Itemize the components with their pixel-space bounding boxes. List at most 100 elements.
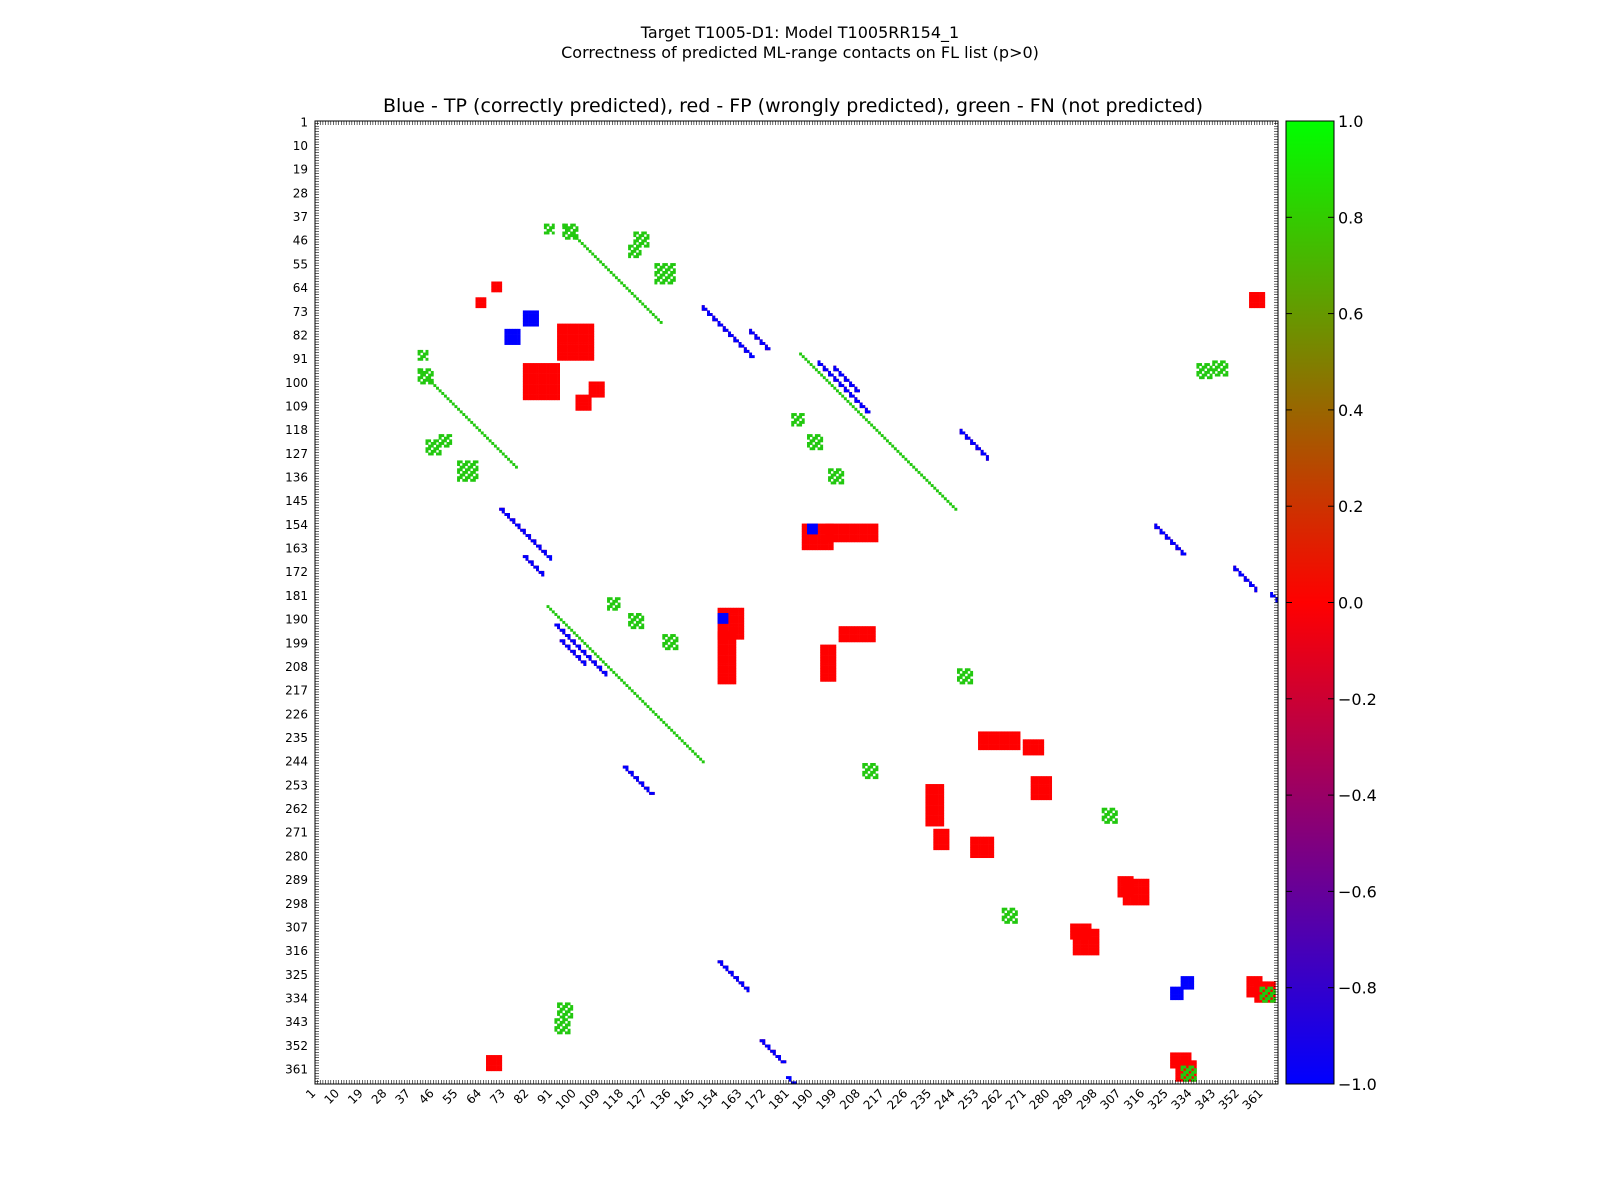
contact-cell-fp — [933, 820, 937, 824]
contact-cell-fp — [564, 355, 568, 359]
contact-cell-fp — [825, 647, 829, 651]
contact-cell-fp — [941, 799, 945, 803]
contact-cell-fp — [1017, 744, 1021, 748]
contact-cell-fp — [575, 357, 579, 361]
contact-cell-fp — [820, 673, 824, 677]
contact-cell-fp — [859, 536, 863, 540]
contact-cell-fp — [870, 628, 874, 632]
contact-cell-fn — [809, 363, 813, 366]
contact-cell-fp — [557, 349, 560, 353]
contact-cell-fp — [1033, 794, 1037, 798]
contact-cell-tp — [522, 531, 526, 535]
contact-cell-fn — [809, 439, 813, 443]
contact-cell-fp — [496, 1057, 500, 1061]
contact-cell-fp — [983, 731, 987, 735]
contact-cell-fp — [988, 734, 992, 737]
contact-cell-fn — [614, 599, 618, 603]
contact-cell-fn — [1272, 989, 1276, 993]
contact-cell-tp — [1156, 526, 1160, 530]
contact-cell-fp — [1188, 1052, 1192, 1056]
contact-cell-fn — [562, 1007, 566, 1011]
contact-cell-fp — [935, 836, 939, 840]
contact-cell-fp — [1188, 1055, 1192, 1058]
contact-cell-fp — [1193, 1062, 1197, 1066]
contact-cell-fp — [1030, 781, 1034, 785]
contact-cell-fn — [564, 1026, 568, 1030]
contact-cell-fp — [1175, 1062, 1179, 1066]
contact-cell-fn — [654, 278, 658, 282]
contact-cell-fp — [599, 386, 603, 390]
contact-cell-fp — [980, 844, 984, 848]
contact-cell-tp — [1233, 568, 1237, 572]
contact-cell-fp — [993, 736, 997, 740]
contact-cell-fn — [817, 442, 821, 445]
contact-cell-fp — [543, 384, 547, 388]
contact-cell-fp — [857, 531, 860, 535]
contact-cell-fp — [1259, 999, 1263, 1003]
contact-cell-fn — [486, 436, 489, 440]
contact-cell-fn — [572, 236, 576, 240]
contact-cell-fp — [830, 673, 834, 677]
contact-cell-tp — [514, 523, 518, 527]
contact-cell-fn — [920, 473, 924, 477]
contact-cell-fn — [607, 605, 610, 609]
contact-cell-fp — [1025, 744, 1029, 748]
contact-cell-fp — [1017, 734, 1021, 737]
contact-cell-fn — [964, 668, 968, 672]
contact-cell-fp — [1193, 1060, 1197, 1064]
contact-cell-tp — [741, 344, 745, 348]
contact-cell-fn — [675, 734, 679, 737]
contact-cell-fp — [522, 392, 526, 395]
contact-cell-fp — [583, 336, 587, 340]
contact-cell-fp — [538, 384, 542, 388]
contact-cell-fn — [1264, 997, 1268, 1001]
contact-cell-tp — [728, 331, 732, 335]
contact-cell-fp — [1175, 1076, 1179, 1080]
contact-cell-tp — [525, 534, 529, 538]
contact-cell-fp — [838, 539, 842, 543]
contact-cell-tp — [854, 399, 858, 403]
contact-cell-fp — [1041, 739, 1045, 743]
contact-cell-fn — [422, 355, 426, 359]
contact-cell-fp — [991, 841, 995, 845]
contact-cell-fp — [546, 363, 550, 366]
contact-cell-fn — [562, 231, 566, 235]
contact-cell-tp — [725, 618, 729, 622]
contact-cell-fp — [575, 336, 579, 340]
contact-cell-fn — [636, 615, 639, 619]
contact-cell-tp — [530, 310, 534, 314]
contact-cell-fp — [828, 660, 831, 664]
contact-cell-fp — [938, 823, 942, 827]
contact-cell-fn — [904, 457, 908, 461]
contact-cell-fp — [543, 373, 547, 377]
contact-cell-tp — [1175, 986, 1179, 990]
contact-cell-fp — [1120, 886, 1124, 890]
contact-cell-fn — [549, 226, 553, 230]
contact-cell-tp — [859, 402, 863, 406]
contact-cell-tp — [778, 1057, 782, 1061]
contact-cell-fn — [835, 389, 839, 393]
contact-cell-fp — [496, 1065, 500, 1069]
contact-cell-fp — [1006, 734, 1010, 737]
contact-cell-fn — [872, 763, 876, 766]
contact-cell-tp — [1180, 984, 1184, 987]
contact-cell-tp — [846, 389, 850, 393]
contact-cell-fp — [1178, 1065, 1181, 1069]
contact-cell-tp — [562, 639, 566, 643]
contact-cell-fp — [870, 636, 874, 640]
contact-cell-fp — [825, 673, 829, 677]
contact-cell-fn — [562, 1005, 566, 1008]
contact-cell-fp — [1122, 897, 1126, 901]
contact-cell-fp — [567, 339, 571, 343]
contact-cell-fp — [725, 639, 729, 643]
contact-cell-fp — [830, 668, 834, 672]
contact-cell-fp — [980, 747, 984, 751]
contact-cell-fp — [522, 373, 526, 377]
contact-cell-fp — [1028, 752, 1031, 756]
contact-cell-fp — [1120, 884, 1124, 887]
contact-cell-fp — [988, 736, 992, 740]
contact-cell-fp — [588, 352, 592, 356]
contact-cell-fp — [988, 836, 992, 840]
contact-cell-fn — [1209, 365, 1213, 369]
contact-cell-tp — [549, 557, 553, 561]
